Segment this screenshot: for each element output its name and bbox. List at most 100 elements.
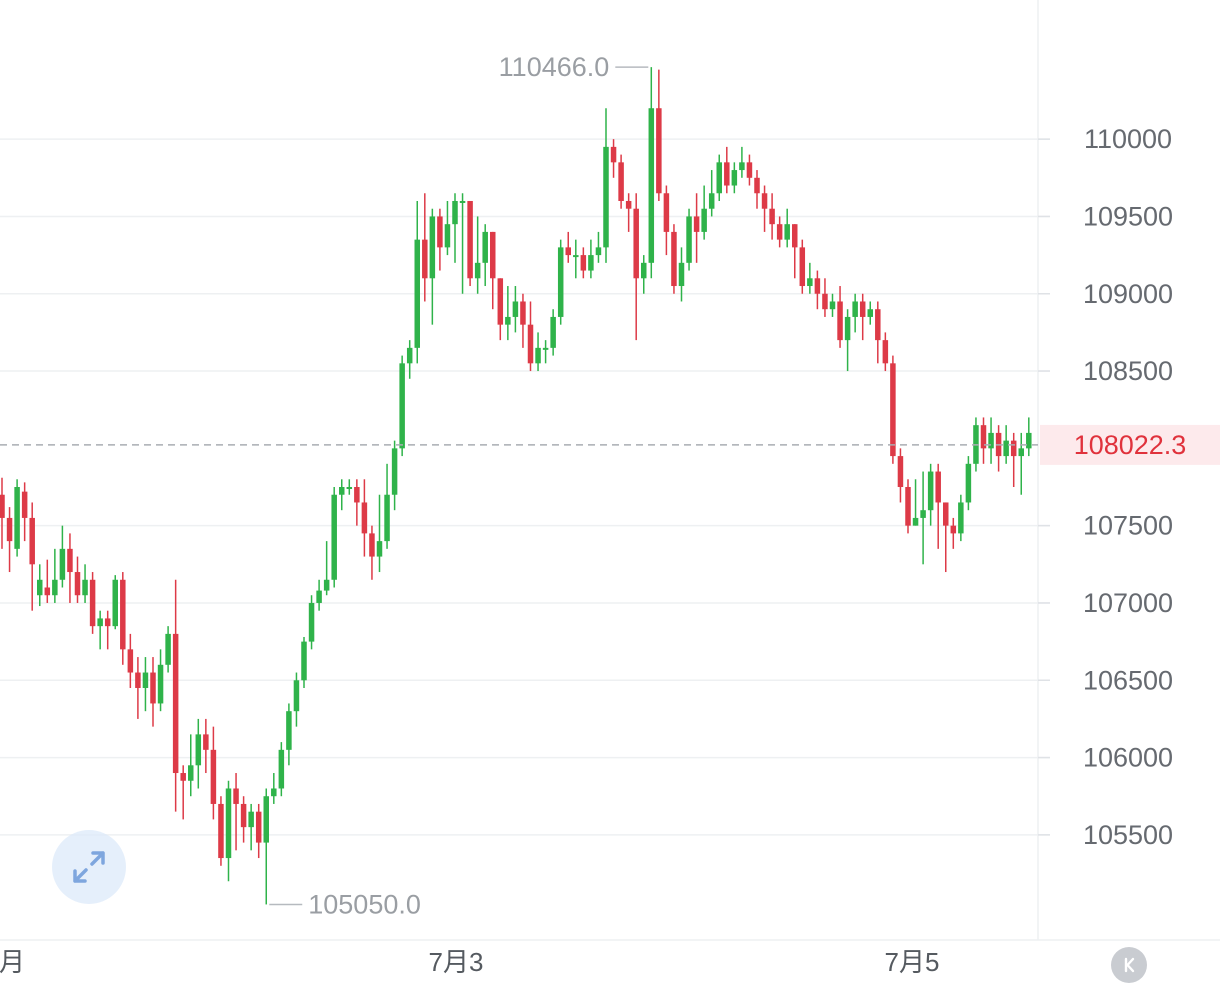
candle bbox=[875, 301, 881, 364]
candle-body bbox=[188, 765, 194, 781]
candle bbox=[120, 572, 126, 665]
candle-body bbox=[452, 200, 458, 225]
candle bbox=[104, 610, 111, 650]
candle-body bbox=[656, 108, 662, 194]
candle bbox=[633, 193, 639, 341]
candle-body bbox=[595, 247, 602, 256]
candle bbox=[927, 463, 934, 526]
candle bbox=[573, 239, 579, 279]
candle-body bbox=[308, 602, 315, 642]
candle bbox=[1018, 432, 1024, 495]
candle bbox=[769, 193, 775, 240]
candle-body bbox=[263, 796, 269, 843]
candle bbox=[44, 559, 51, 603]
candle-body bbox=[603, 146, 609, 248]
candle-body bbox=[784, 224, 790, 240]
candle-body bbox=[746, 162, 753, 178]
candle-body bbox=[761, 193, 768, 209]
candle bbox=[52, 548, 58, 603]
current-price-label: 108022.3 bbox=[1074, 430, 1187, 460]
candle-body bbox=[482, 231, 488, 263]
candle bbox=[950, 517, 957, 549]
candle-body bbox=[172, 633, 179, 774]
candle bbox=[625, 193, 632, 232]
candle-body bbox=[912, 517, 919, 526]
candle-body bbox=[550, 316, 556, 348]
min-price-label: 105050.0 bbox=[308, 889, 421, 919]
candle-body bbox=[950, 525, 957, 534]
candle-body bbox=[1010, 440, 1017, 457]
candle bbox=[943, 502, 949, 573]
expand-icon bbox=[73, 851, 105, 883]
candle bbox=[610, 139, 617, 178]
candle-body bbox=[293, 680, 300, 712]
candle bbox=[814, 270, 821, 310]
candle bbox=[542, 340, 549, 364]
y-tick-label: 105500 bbox=[1083, 820, 1173, 850]
candle bbox=[459, 193, 466, 294]
x-tick-label: 7月3 bbox=[429, 947, 484, 977]
candle bbox=[520, 293, 526, 348]
candle-body bbox=[490, 231, 496, 279]
candle bbox=[490, 231, 496, 310]
candle bbox=[399, 355, 405, 457]
candle-body bbox=[240, 803, 247, 828]
candle bbox=[603, 108, 609, 263]
candle bbox=[150, 657, 156, 727]
candle-body bbox=[369, 533, 375, 557]
candle-body bbox=[354, 487, 360, 503]
candle-body bbox=[512, 301, 519, 317]
candle bbox=[437, 208, 443, 271]
candle bbox=[89, 572, 96, 634]
candle-body bbox=[467, 200, 473, 279]
candle bbox=[391, 440, 398, 511]
candle bbox=[29, 502, 35, 611]
candle bbox=[671, 224, 677, 294]
candle-body bbox=[580, 255, 587, 271]
candle bbox=[829, 293, 836, 317]
candle-body bbox=[437, 216, 443, 248]
candle bbox=[248, 803, 254, 851]
candle-body bbox=[271, 788, 277, 797]
candle-body bbox=[905, 487, 911, 526]
y-tick-label: 109000 bbox=[1083, 279, 1173, 309]
candle-body bbox=[339, 487, 345, 495]
y-tick-label: 108500 bbox=[1083, 356, 1173, 386]
candle-body bbox=[316, 590, 322, 603]
candle bbox=[165, 626, 171, 673]
candle-body bbox=[988, 432, 994, 449]
candle-body bbox=[150, 672, 156, 704]
expand-button[interactable] bbox=[52, 830, 126, 904]
candle-body bbox=[724, 162, 730, 186]
candle bbox=[6, 507, 13, 573]
x-tick-label: 7月5 bbox=[885, 947, 940, 977]
candle-body bbox=[195, 734, 202, 766]
collapse-icon bbox=[1124, 957, 1135, 973]
candle bbox=[512, 286, 519, 333]
candle-body bbox=[633, 208, 639, 279]
candle-body bbox=[557, 247, 564, 317]
candle bbox=[746, 154, 753, 186]
candle bbox=[127, 633, 134, 688]
candle-body bbox=[1003, 440, 1009, 457]
candle-body bbox=[1018, 448, 1024, 457]
candle bbox=[852, 293, 858, 333]
candle-body bbox=[157, 664, 164, 704]
candle-body bbox=[814, 278, 821, 294]
candle bbox=[376, 494, 383, 573]
y-tick-label: 109500 bbox=[1083, 201, 1173, 231]
candle bbox=[180, 765, 186, 820]
candle-body bbox=[89, 579, 96, 627]
candle-body bbox=[693, 216, 700, 232]
collapse-panel-button[interactable] bbox=[1111, 947, 1147, 983]
candle-body bbox=[875, 309, 881, 341]
candle-body bbox=[135, 672, 141, 688]
candle bbox=[301, 636, 307, 688]
candle-body bbox=[248, 811, 254, 828]
candle bbox=[331, 487, 337, 588]
candles bbox=[0, 67, 1032, 905]
candle-body bbox=[361, 502, 368, 534]
candle bbox=[293, 672, 300, 727]
candle-body bbox=[391, 448, 398, 495]
